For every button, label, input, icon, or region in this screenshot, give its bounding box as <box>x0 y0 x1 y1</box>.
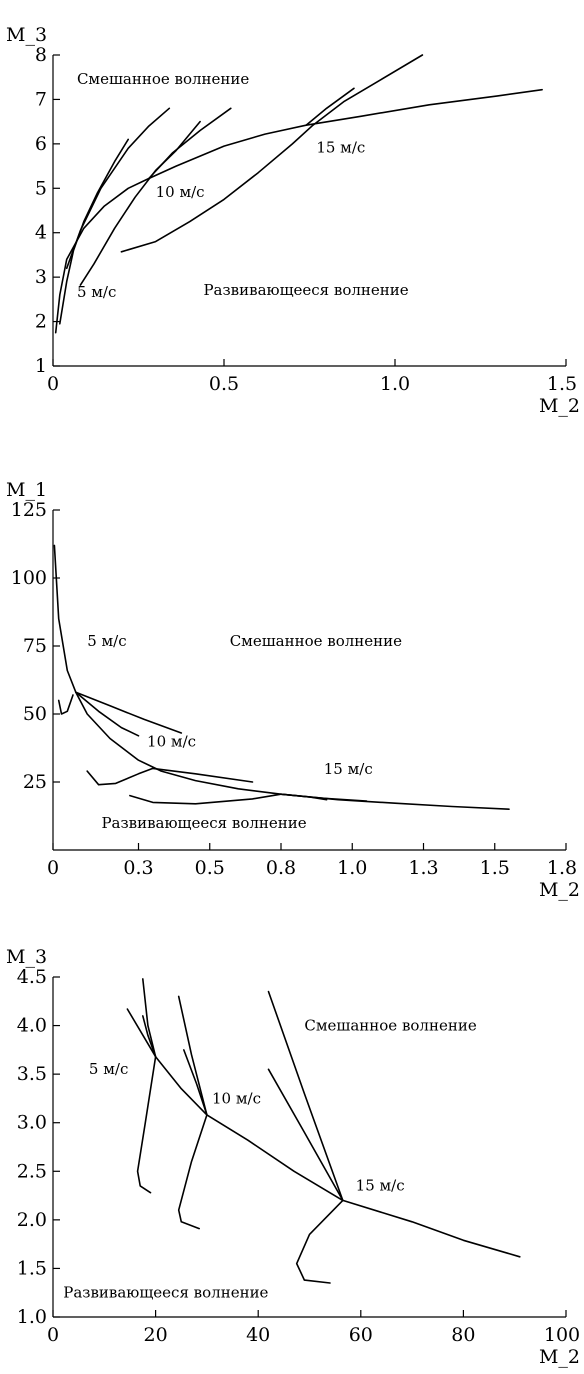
curve-5 <box>86 767 154 786</box>
x-tick-label: 0 <box>47 1324 59 1346</box>
annotation-label: 5 м/с <box>77 283 116 301</box>
y-tick-label: 6 <box>35 133 47 155</box>
curve-3 <box>65 107 171 270</box>
annotation-label: 5 м/с <box>87 632 126 650</box>
x-tick-label: 20 <box>144 1324 168 1346</box>
y-tick-label: 3 <box>35 266 47 288</box>
y-tick-label: 75 <box>23 635 47 657</box>
annotation-label: 10 м/с <box>147 733 196 751</box>
y-tick-label: 1 <box>35 355 47 377</box>
y-tick-label: 125 <box>11 499 47 521</box>
curve-6 <box>152 767 254 783</box>
curve-1 <box>126 1008 521 1258</box>
annotation-label: Смешанное волнение <box>304 1016 476 1034</box>
annotation-label: 10 м/с <box>212 1089 261 1107</box>
annotation-label: Смешанное волнение <box>230 632 402 650</box>
x-tick-label: 0.8 <box>266 857 296 879</box>
curve-1 <box>53 544 510 810</box>
curve-6 <box>120 54 424 253</box>
y-tick-label: 4.5 <box>17 966 47 988</box>
curve-4 <box>136 1055 157 1194</box>
x-tick-label: 1.5 <box>547 373 577 395</box>
curve-5 <box>148 107 232 180</box>
x-tick-label: 1.8 <box>547 857 577 879</box>
x-tick-label: 1.0 <box>380 373 410 395</box>
curve-5 <box>177 995 208 1116</box>
curve-9 <box>280 793 328 801</box>
y-tick-label: 1.0 <box>17 1306 47 1328</box>
y-axis-title: M_1 <box>6 479 47 501</box>
chart-middle-m1-vs-m2: 25 50 75 100 125 0 0.3 0.5 0.8 1.0 1.3 1.5 1.8 M_1 M_2… <box>6 479 580 901</box>
annotation-label: 15 м/с <box>316 139 365 157</box>
y-tick-label: 2 <box>35 311 47 333</box>
x-tick-label: 1.3 <box>408 857 438 879</box>
x-axis-title: M_2 <box>539 395 580 417</box>
curve-9 <box>267 1068 344 1202</box>
y-tick-label: 50 <box>23 703 47 725</box>
curve-2 <box>142 978 157 1058</box>
curve-4 <box>75 691 140 737</box>
x-axis-title: M_2 <box>539 1346 580 1368</box>
curve-7 <box>129 793 282 805</box>
annotation-label: 10 м/с <box>156 183 205 201</box>
x-tick-label: 0 <box>47 857 59 879</box>
y-tick-label: 2.5 <box>17 1160 47 1182</box>
y-tick-label: 100 <box>11 567 47 589</box>
x-tick-label: 40 <box>246 1324 270 1346</box>
y-tick-label: 5 <box>35 177 47 199</box>
y-tick-label: 2.0 <box>17 1209 47 1231</box>
x-tick-label: 60 <box>349 1324 373 1346</box>
chart-bottom-m3-vs-m2: 1.0 1.5 2.0 2.5 3.0 3.5 4.0 4.5 0 20 40 60 80 100 M_3 M… <box>6 946 580 1368</box>
curve-6 <box>183 1049 208 1116</box>
curve-2 <box>57 694 74 715</box>
curve-8 <box>267 990 344 1202</box>
y-tick-label: 1.5 <box>17 1257 47 1279</box>
annotation-label: 15 м/с <box>324 760 373 778</box>
y-axis-title: M_3 <box>6 24 47 46</box>
curve-7 <box>305 87 355 126</box>
curve-3 <box>75 691 183 734</box>
curve-3 <box>142 1015 157 1058</box>
curve-4 <box>79 120 201 286</box>
annotation-label: Смешанное волнение <box>77 70 249 88</box>
x-tick-label: 0.5 <box>209 373 239 395</box>
annotation-label: Развивающееся волнение <box>101 814 306 832</box>
y-tick-label: 4 <box>35 222 47 244</box>
y-axis-title: M_3 <box>6 946 47 968</box>
y-tick-label: 3.5 <box>17 1063 47 1085</box>
x-tick-label: 100 <box>544 1324 580 1346</box>
y-tick-label: 7 <box>35 88 47 110</box>
y-tick-label: 3.0 <box>17 1112 47 1134</box>
y-tick-label: 4.0 <box>17 1015 47 1037</box>
y-tick-label: 8 <box>35 44 47 66</box>
curve-10 <box>295 1199 344 1284</box>
curve-2 <box>59 138 129 325</box>
annotation-label: Развивающееся волнение <box>63 1284 268 1302</box>
x-tick-label: 80 <box>451 1324 475 1346</box>
x-tick-label: 0.5 <box>195 857 225 879</box>
annotation-label: 15 м/с <box>356 1177 405 1195</box>
annotation-label: 5 м/с <box>89 1060 128 1078</box>
curve-1 <box>54 88 543 334</box>
x-tick-label: 1.5 <box>480 857 510 879</box>
curve-7 <box>177 1114 208 1230</box>
annotation-label: Развивающееся волнение <box>203 281 408 299</box>
y-tick-label: 25 <box>23 771 47 793</box>
x-tick-label: 1.0 <box>337 857 367 879</box>
chart-top-m3-vs-m2: 1 2 3 4 5 6 7 8 0 0.5 1.0 1.5 M_3 M_2 Смешанное волнен… <box>6 24 580 417</box>
x-axis-title: M_2 <box>539 879 580 901</box>
x-tick-label: 0 <box>47 373 59 395</box>
x-tick-label: 0.3 <box>123 857 153 879</box>
